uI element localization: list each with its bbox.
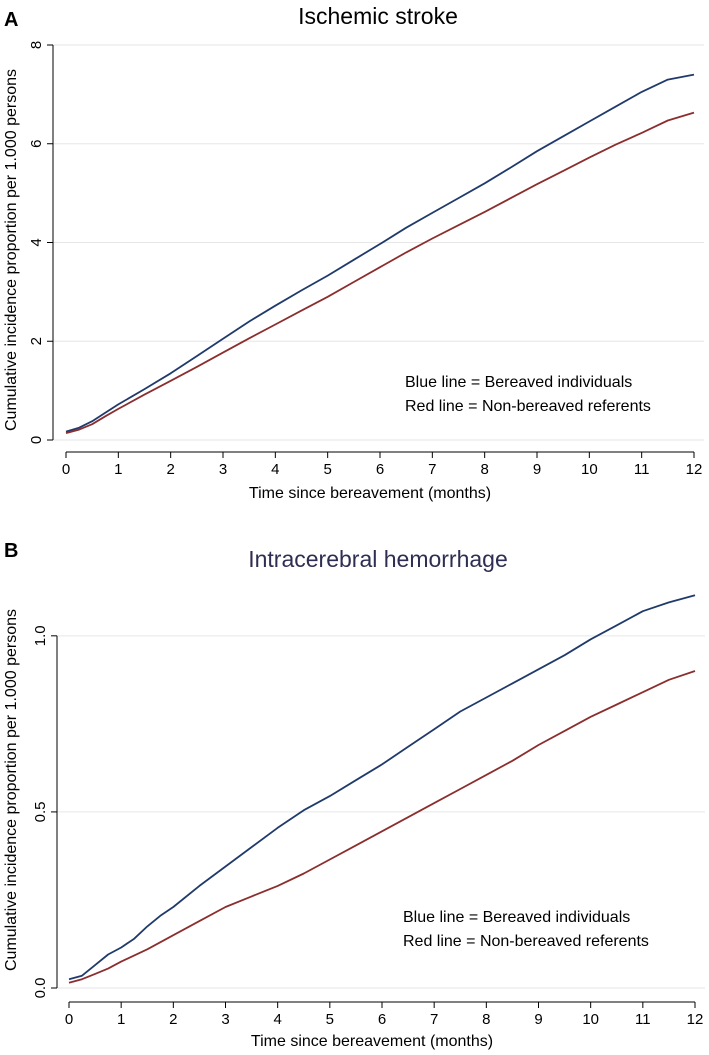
panel-label: A	[4, 9, 18, 31]
y-tick-label: 0.5	[32, 801, 49, 822]
series-line-bereaved	[68, 594, 696, 981]
x-tick-label: 1	[114, 461, 122, 478]
x-tick-label: 0	[62, 461, 70, 478]
x-tick-label: 2	[169, 1011, 177, 1028]
x-axis-label: Time since bereavement (months)	[251, 1033, 493, 1050]
y-tick-label: 0.0	[32, 978, 49, 999]
x-tick-label: 8	[480, 461, 488, 478]
y-tick-label: 2	[28, 337, 45, 345]
x-axis-label: Time since bereavement (months)	[249, 485, 491, 502]
y-tick-label: 8	[28, 41, 45, 49]
x-tick-label: 7	[428, 461, 436, 478]
x-tick-label: 0	[65, 1011, 73, 1028]
x-tick-label: 3	[219, 461, 227, 478]
x-tick-label: 3	[221, 1011, 229, 1028]
y-tick-label: 4	[28, 238, 45, 246]
series-line-referents	[65, 111, 695, 434]
x-tick-label: 11	[634, 461, 650, 478]
legend-entry: Blue line = Bereaved individuals	[403, 909, 630, 926]
x-tick-label: 8	[482, 1011, 490, 1028]
legend-entry: Red line = Non-bereaved referents	[403, 933, 649, 950]
series-line-referents	[68, 670, 696, 984]
x-tick-label: 6	[376, 461, 384, 478]
x-tick-label: 7	[430, 1011, 438, 1028]
x-tick-label: 10	[581, 461, 598, 478]
x-tick-label: 10	[582, 1011, 599, 1028]
y-axis-label: Cumulative incidence proportion per 1.00…	[3, 609, 20, 971]
x-tick-label: 4	[271, 461, 279, 478]
x-tick-label: 11	[635, 1011, 651, 1028]
y-axis-label: Cumulative incidence proportion per 1.00…	[3, 69, 20, 431]
x-tick-label: 5	[326, 1011, 334, 1028]
x-tick-label: 1	[117, 1011, 125, 1028]
legend-entry: Red line = Non-bereaved referents	[405, 398, 651, 415]
x-tick-label: 12	[686, 461, 703, 478]
panel-label: B	[4, 540, 18, 562]
x-tick-label: 2	[166, 461, 174, 478]
y-tick-label: 6	[28, 140, 45, 148]
y-tick-label: 1.0	[32, 625, 49, 646]
x-tick-label: 6	[378, 1011, 386, 1028]
legend-entry: Blue line = Bereaved individuals	[405, 374, 632, 391]
x-tick-label: 5	[323, 461, 331, 478]
x-tick-label: 12	[687, 1011, 704, 1028]
x-tick-label: 9	[534, 1011, 542, 1028]
chart-title: Intracerebral hemorrhage	[248, 546, 508, 572]
chart-title: Ischemic stroke	[298, 3, 458, 29]
x-tick-label: 9	[533, 461, 541, 478]
series-line-bereaved	[65, 73, 695, 433]
y-tick-label: 0	[28, 436, 45, 444]
x-tick-label: 4	[273, 1011, 281, 1028]
